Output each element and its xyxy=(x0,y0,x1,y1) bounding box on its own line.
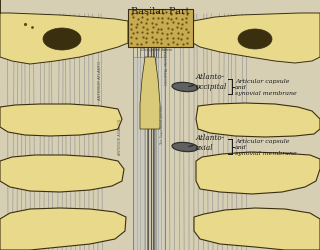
Ellipse shape xyxy=(172,143,198,152)
Bar xyxy=(155,58,165,250)
Polygon shape xyxy=(0,208,126,250)
Polygon shape xyxy=(194,208,320,250)
Bar xyxy=(128,10,193,48)
Polygon shape xyxy=(196,152,320,194)
Polygon shape xyxy=(193,14,320,64)
Text: Articular capsule
and
synovial membrane: Articular capsule and synovial membrane xyxy=(235,78,297,96)
Polygon shape xyxy=(196,104,320,138)
Text: Articular capsule
and
synovial membrane: Articular capsule and synovial membrane xyxy=(235,138,297,156)
Ellipse shape xyxy=(238,30,272,50)
Text: ANTERIOR ATLANTO: ANTERIOR ATLANTO xyxy=(98,61,102,100)
Text: OCCIPITAL MEMBRANE: OCCIPITAL MEMBRANE xyxy=(165,45,169,85)
Polygon shape xyxy=(0,0,128,65)
Text: ANTERIOR AXIAL LIG.: ANTERIOR AXIAL LIG. xyxy=(118,117,122,154)
Polygon shape xyxy=(140,58,160,130)
Text: Atlanto-
occipital: Atlanto- occipital xyxy=(196,73,228,90)
Text: The Superficial portion: The Superficial portion xyxy=(160,104,164,144)
Text: Occipital bone: Occipital bone xyxy=(141,48,173,52)
Ellipse shape xyxy=(172,83,198,92)
Text: Basilar Part: Basilar Part xyxy=(131,7,189,16)
Ellipse shape xyxy=(43,29,81,51)
Text: Atlanto-
axial: Atlanto- axial xyxy=(196,134,225,151)
Polygon shape xyxy=(0,156,124,192)
Bar xyxy=(133,58,145,250)
Polygon shape xyxy=(0,104,122,136)
